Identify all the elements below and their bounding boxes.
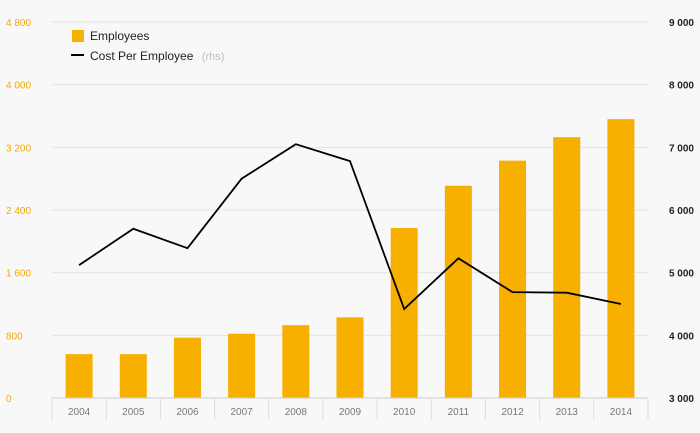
right-y-tick-label: 4 000 xyxy=(669,331,694,342)
left-y-tick-label: 3 200 xyxy=(6,143,31,154)
bar-series xyxy=(65,119,635,398)
bar-2005 xyxy=(119,354,147,398)
legend-label-cost: Cost Per Employee (rhs) xyxy=(90,47,224,64)
bar-2014 xyxy=(607,119,635,398)
x-tick-label: 2007 xyxy=(231,407,254,418)
left-y-tick-label: 4 000 xyxy=(6,81,31,92)
bar-2007 xyxy=(228,333,256,398)
right-y-tick-label: 6 000 xyxy=(669,206,694,217)
bar-2013 xyxy=(553,137,581,398)
x-axis: 2004 2005 2006 2007 2008 2009 2010 2011 2012 2013… xyxy=(51,397,649,420)
x-tick-label: 2010 xyxy=(393,407,416,418)
x-tick-label: 2004 xyxy=(68,407,91,418)
bar-2009 xyxy=(336,317,364,398)
bar-2004 xyxy=(65,354,93,398)
right-y-tick-label: 5 000 xyxy=(669,269,694,280)
legend: Employees Cost Per Employee (rhs) xyxy=(71,29,224,64)
left-y-tick-label: 800 xyxy=(6,331,23,342)
left-y-tick-label: 0 xyxy=(6,394,12,405)
bar-2010 xyxy=(390,228,418,398)
x-tick-label: 2006 xyxy=(176,407,199,418)
left-y-tick-label: 4 800 xyxy=(6,18,31,29)
left-y-tick-label: 1 600 xyxy=(6,269,31,280)
left-y-axis: 0 800 1 600 2 400 3 200 4 000 4 800 xyxy=(6,18,31,405)
legend-label-cost-axis-note: (rhs) xyxy=(202,51,225,63)
x-tick-label: 2013 xyxy=(556,407,579,418)
right-y-tick-label: 7 000 xyxy=(669,143,694,154)
cost-per-employee-line xyxy=(78,143,622,311)
x-tick-label: 2012 xyxy=(501,407,524,418)
bar-2012 xyxy=(499,160,527,398)
x-tick-label: 2011 xyxy=(448,407,470,418)
bar-2006 xyxy=(173,337,201,398)
legend-label-cost-name: Cost Per Employee xyxy=(90,49,194,63)
legend-label-employees: Employees xyxy=(90,29,149,43)
bar-2008 xyxy=(282,325,310,398)
bar-2011 xyxy=(444,185,472,398)
x-tick-label: 2005 xyxy=(122,407,145,418)
x-tick-label: 2009 xyxy=(339,407,362,418)
x-tick-label: 2008 xyxy=(285,407,308,418)
left-y-tick-label: 2 400 xyxy=(6,206,31,217)
x-tick-label: 2014 xyxy=(610,407,633,418)
right-y-tick-label: 9 000 xyxy=(669,18,694,29)
right-y-tick-label: 3 000 xyxy=(669,394,694,405)
right-y-tick-label: 8 000 xyxy=(669,81,694,92)
right-y-axis: 3 000 4 000 5 000 6 000 7 000 8 000 9 000 xyxy=(669,18,694,405)
legend-swatch-employees xyxy=(72,30,84,42)
gridlines xyxy=(52,21,648,336)
